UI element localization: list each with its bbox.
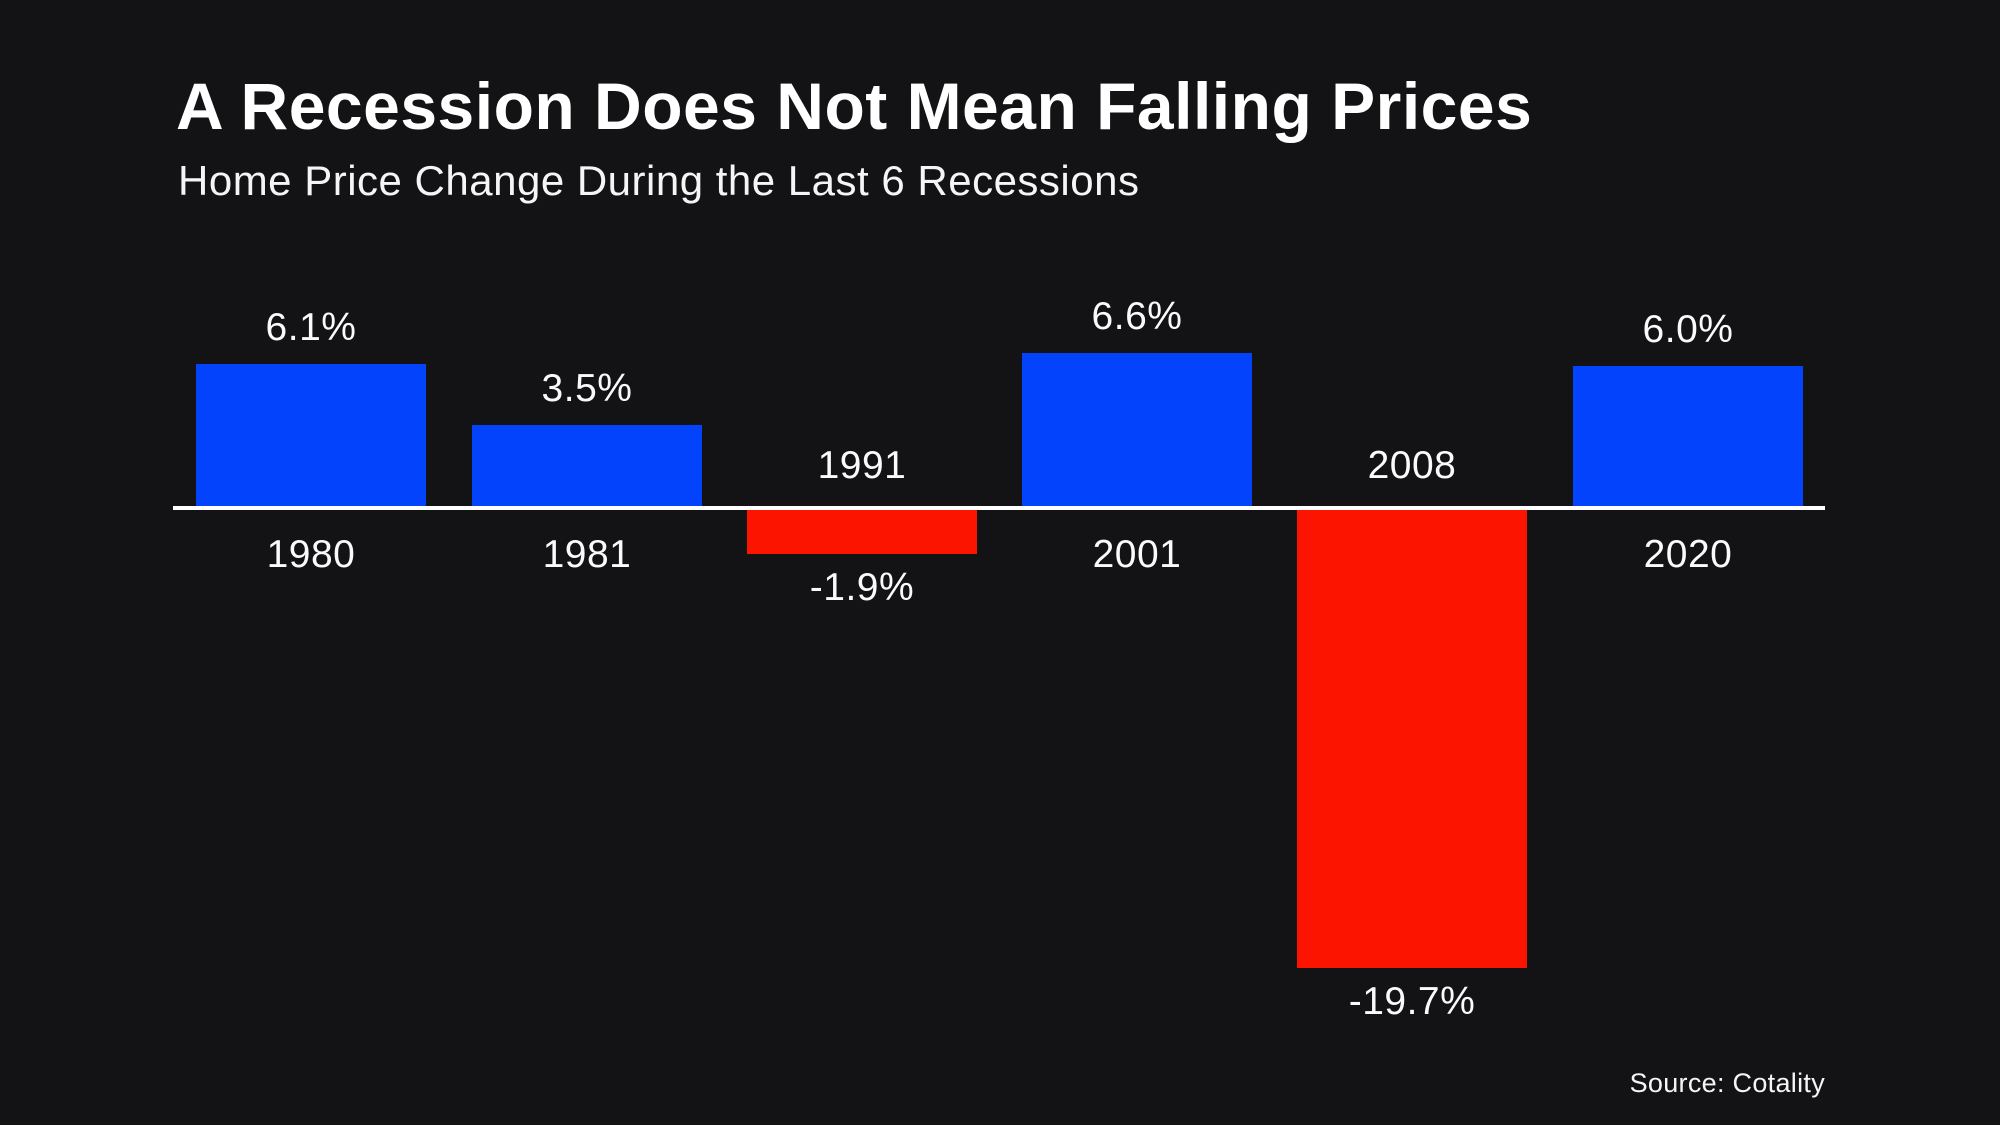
value-label-2008: -19.7%	[1348, 980, 1476, 1023]
bar-2020	[1573, 366, 1803, 506]
x-axis-baseline	[173, 506, 1825, 510]
value-label-1981: 3.5%	[541, 367, 633, 410]
chart-subtitle: Home Price Change During the Last 6 Rece…	[178, 157, 1140, 204]
bar-2001	[1022, 353, 1252, 506]
year-label-1991: 1991	[817, 444, 907, 487]
year-label-2008: 2008	[1367, 444, 1457, 487]
bar-2008	[1297, 510, 1527, 968]
value-label-1980: 6.1%	[265, 306, 357, 349]
value-label-2020: 6.0%	[1642, 308, 1734, 351]
year-label-2001: 2001	[1092, 533, 1182, 576]
year-label-1980: 1980	[266, 533, 356, 576]
value-label-2001: 6.6%	[1091, 295, 1183, 338]
bar-1980	[196, 364, 426, 506]
year-label-2020: 2020	[1643, 533, 1733, 576]
source-attribution: Source: Cotality	[1629, 1068, 1825, 1098]
value-label-1991: -1.9%	[809, 566, 915, 609]
year-label-1981: 1981	[542, 533, 632, 576]
bar-1991	[747, 510, 977, 554]
chart-title: A Recession Does Not Mean Falling Prices	[176, 69, 1533, 143]
bar-1981	[472, 425, 702, 506]
